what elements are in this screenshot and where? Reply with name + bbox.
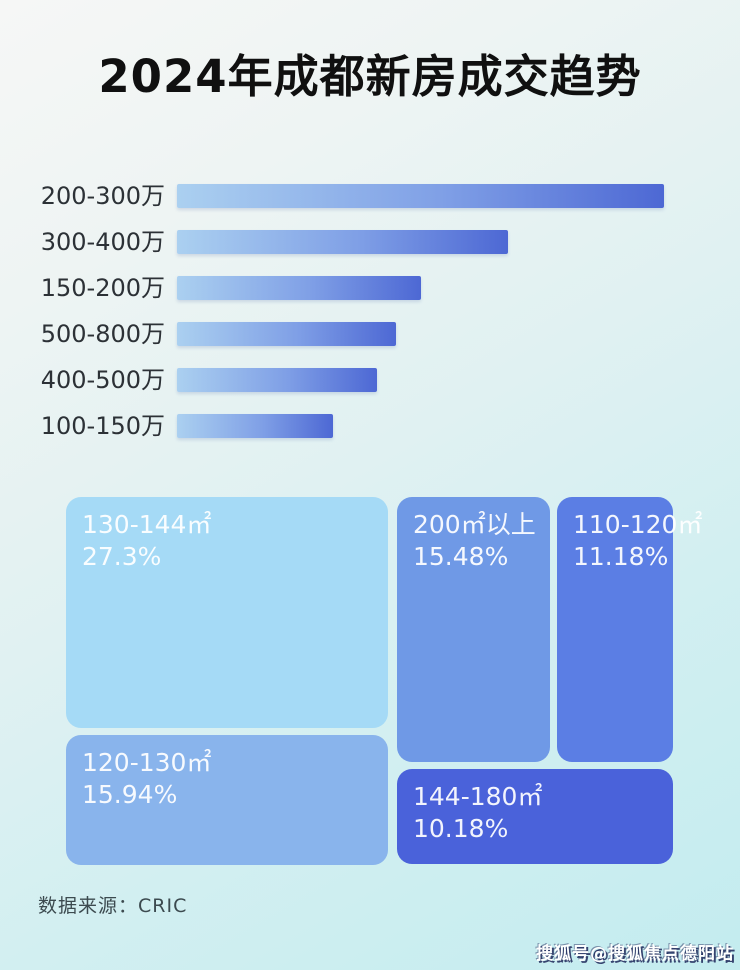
treemap-cell-value: 10.18%: [413, 814, 509, 843]
bar-track: [177, 322, 664, 346]
unit-size-treemap: 130-144㎡ 27.3% 200㎡以上 15.48% 110-120㎡ 11…: [66, 497, 703, 866]
treemap-cell: 110-120㎡ 11.18%: [557, 497, 703, 762]
treemap-cell-label: 120-130㎡: [82, 748, 212, 777]
data-source-label: 数据来源：CRIC: [38, 895, 188, 917]
bar-category-label: 400-500万: [40, 366, 165, 394]
treemap-cell-label: 144-180㎡: [413, 782, 543, 811]
bar-row: 200-300万: [35, 184, 675, 208]
bar-track: [177, 276, 664, 300]
bar-track: [177, 230, 664, 254]
bar: [177, 322, 397, 346]
page-title: 2024年成都新房成交趋势: [98, 50, 642, 103]
bar-track: [177, 414, 664, 438]
sohu-watermark: 搜狐号@搜狐焦点德阳站: [536, 944, 734, 964]
bar: [177, 276, 421, 300]
treemap-cell: 200㎡以上 15.48%: [397, 497, 550, 762]
bar: [177, 230, 509, 254]
treemap-cell: 120-130㎡ 15.94%: [66, 735, 388, 865]
treemap-cell-label: 200㎡以上: [413, 510, 536, 539]
bar-row: 100-150万: [35, 414, 675, 438]
treemap-cell-label: 130-144㎡: [82, 510, 212, 539]
treemap-cell-value: 11.18%: [573, 542, 669, 571]
bar: [177, 368, 377, 392]
treemap-cell-label: 110-120㎡: [573, 510, 703, 539]
bar-category-label: 500-800万: [40, 320, 165, 348]
treemap-cell: 130-144㎡ 27.3%: [66, 497, 388, 728]
bar: [177, 184, 664, 208]
bar-category-label: 300-400万: [40, 228, 165, 256]
bar-track: [177, 368, 664, 392]
bar: [177, 414, 333, 438]
bar-row: 400-500万: [35, 368, 675, 392]
treemap-cell-value: 15.94%: [82, 780, 178, 809]
bar-row: 500-800万: [35, 322, 675, 346]
bar-category-label: 100-150万: [40, 412, 165, 440]
bar-category-label: 200-300万: [40, 182, 165, 210]
bar-row: 150-200万: [35, 276, 675, 300]
treemap-cell: 144-180㎡ 10.18%: [397, 769, 673, 864]
bar-category-label: 150-200万: [40, 274, 165, 302]
treemap-cell-value: 27.3%: [82, 542, 162, 571]
price-band-bar-chart: 200-300万 300-400万 150-200万 500-800万 400-…: [35, 184, 675, 460]
bar-row: 300-400万: [35, 230, 675, 254]
treemap-cell-value: 15.48%: [413, 542, 509, 571]
bar-track: [177, 184, 664, 208]
